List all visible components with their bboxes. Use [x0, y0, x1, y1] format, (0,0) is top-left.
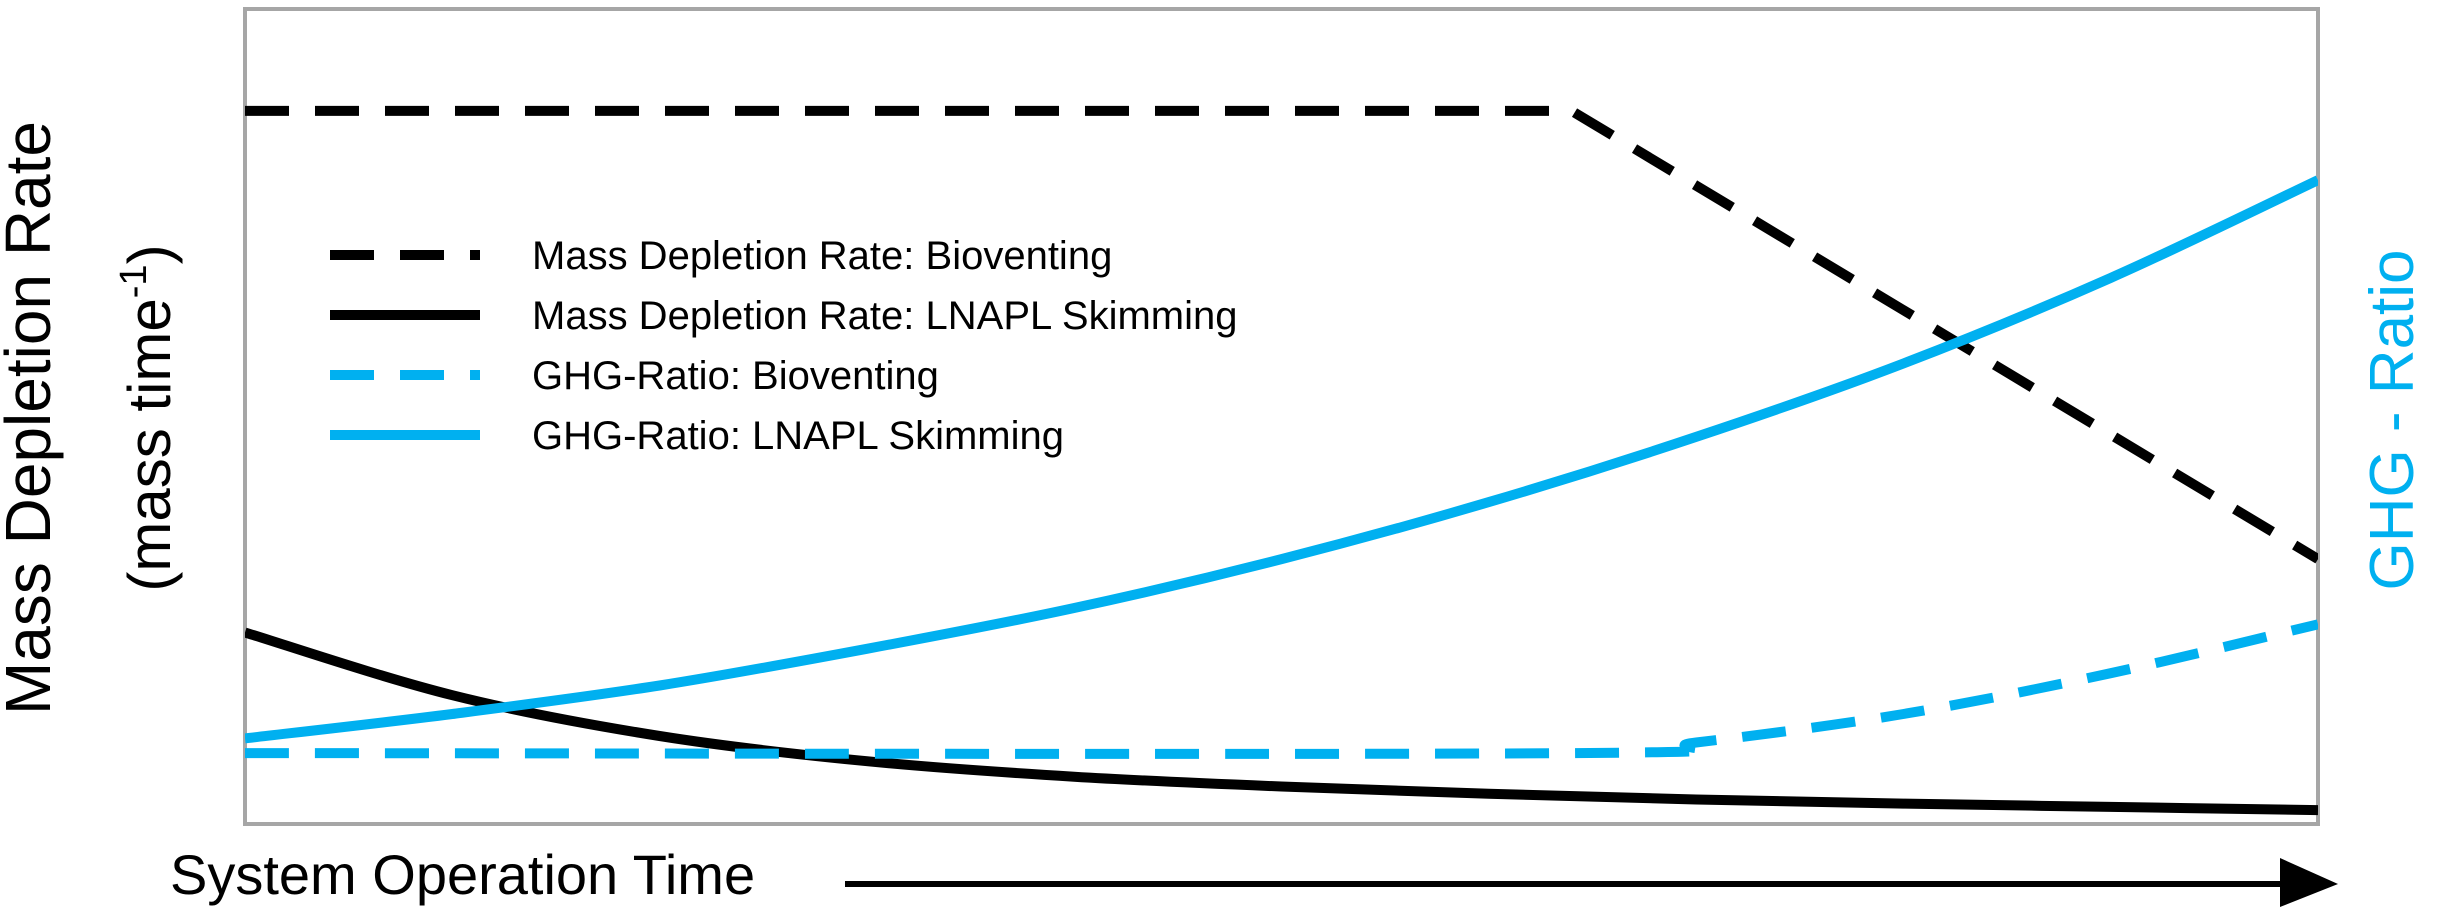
- series-line-ghg-lnapl-skimming: [245, 175, 2318, 744]
- legend-label-mdr-bioventing: Mass Depletion Rate: Bioventing: [532, 234, 1112, 278]
- y-axis-unit-text: (mass time: [116, 298, 183, 591]
- x-axis-arrow-head: [2280, 858, 2338, 907]
- plot-frame: [243, 7, 2320, 826]
- legend-label-mdr-lnapl-skimming: Mass Depletion Rate: LNAPL Skimming: [532, 294, 1237, 338]
- y2-axis-label: GHG - Ratio: [2358, 249, 2427, 590]
- series-layer: [245, 105, 2318, 816]
- series-line-ghg-bioventing: [245, 619, 2318, 759]
- y-axis-unit-label: (mass time-1): [113, 244, 183, 591]
- y-axis-label: Mass Depletion Rate: [0, 121, 64, 715]
- y-axis-unit-superscript: -1: [113, 264, 155, 298]
- legend-label-ghg-lnapl-skimming: GHG-Ratio: LNAPL Skimming: [532, 414, 1064, 458]
- series-line-mdr-bioventing: [245, 105, 2318, 564]
- y-axis-unit-close: ): [116, 244, 183, 264]
- legend: Mass Depletion Rate: Bioventing Mass Depl…: [330, 234, 1237, 458]
- x-axis-label: System Operation Time: [170, 843, 755, 906]
- legend-label-ghg-bioventing: GHG-Ratio: Bioventing: [532, 354, 939, 398]
- series-line-mdr-lnapl-skimming: [245, 627, 2318, 816]
